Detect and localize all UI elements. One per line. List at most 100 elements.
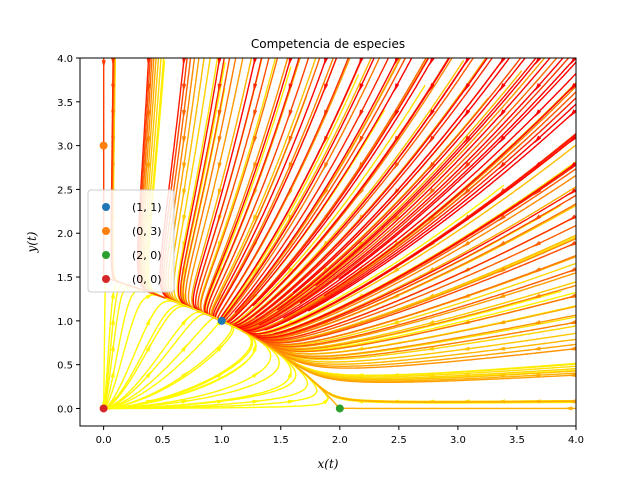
stream-arrow-2: [110, 342, 115, 352]
stream-arrow-155: [496, 372, 506, 378]
stream-arrow-39: [182, 109, 187, 119]
streamline-174: [221, 224, 576, 342]
stream-arrow-51: [217, 162, 222, 171]
stream-arrow-157: [497, 320, 506, 325]
stream-arrow-63: [252, 214, 258, 224]
stream-arrow-166: [499, 83, 506, 92]
stream-arrow-125: [394, 58, 400, 66]
streamline-163: [220, 96, 576, 333]
stream-arrow-53: [217, 109, 222, 119]
stream-arrow-146: [462, 240, 471, 248]
stream-arrow-115: [390, 319, 400, 325]
stream-arrow-178: [534, 135, 542, 144]
legend-label-0: (1, 1): [132, 201, 162, 214]
stream-arrow-156: [496, 346, 506, 351]
stream-arrow-169: [532, 373, 541, 378]
stream-arrow-107: [358, 162, 364, 171]
stream-arrow-187: [568, 267, 576, 273]
stream-arrow-171: [532, 320, 541, 325]
y-tick-label-8: 4.0: [57, 54, 73, 65]
x-tick-label-4: 2.0: [332, 435, 348, 446]
streamline-178: [264, 103, 576, 331]
stream-arrow-165: [499, 109, 506, 118]
stream-arrow-137: [429, 109, 435, 118]
streamline-195: [338, 58, 576, 280]
streamline-148: [221, 90, 576, 333]
stream-arrow-119: [392, 214, 400, 223]
legend-label-3: (0, 0): [132, 273, 162, 286]
stream-arrow-24: [146, 136, 151, 145]
streamline-165: [258, 58, 551, 326]
stream-arrow-181: [535, 58, 542, 65]
stream-arrow-69: [253, 58, 258, 66]
stream-arrow-194: [570, 83, 576, 91]
legend-marker-0: [102, 203, 110, 211]
streamline-135: [220, 58, 522, 329]
streamline-97: [212, 58, 327, 324]
stream-arrow-158: [497, 293, 506, 299]
streamline-38: [165, 58, 222, 322]
stream-arrow-1: [110, 369, 115, 378]
stream-arrow-77: [287, 214, 293, 223]
stream-arrow-197: [564, 406, 573, 411]
stream-arrow-139: [429, 58, 435, 66]
y-tick-label-4: 2.0: [57, 229, 73, 240]
streamline-83: [203, 58, 292, 323]
stream-arrow-161: [498, 214, 506, 222]
stream-arrow-129: [426, 319, 435, 325]
point-3: [99, 404, 108, 413]
streamline-136: [221, 58, 494, 328]
stream-arrow-29: [180, 371, 189, 379]
stream-arrow-40: [182, 83, 187, 93]
x-tick-label-5: 2.5: [391, 435, 407, 446]
plot-area: [99, 58, 576, 413]
chart-title: Competencia de especies: [251, 37, 405, 51]
stream-arrow-110: [359, 83, 364, 92]
stream-arrow-56: [252, 399, 261, 404]
stream-arrow-121: [393, 161, 400, 171]
stream-arrow-52: [217, 136, 222, 145]
stream-arrow-127: [425, 373, 435, 378]
stream-arrow-54: [217, 83, 222, 92]
stream-arrow-117: [391, 267, 400, 274]
streamline-138: [234, 58, 451, 325]
point-0: [217, 316, 226, 325]
stream-arrow-173: [532, 267, 542, 273]
stream-arrow-188: [568, 240, 576, 247]
stream-arrow-185: [567, 320, 576, 325]
stream-arrow-97: [324, 58, 329, 66]
streamline-110: [220, 58, 375, 322]
stream-arrow-104: [357, 240, 365, 249]
stream-arrow-191: [569, 161, 576, 170]
streamline-167: [292, 58, 505, 293]
stream-arrow-3: [110, 316, 115, 325]
x-axis: 0.0 0.5 1.0 1.5 2.0 2.5 3.0 3.5 4.0: [96, 426, 584, 446]
stream-arrow-167: [499, 58, 506, 66]
x-tick-label-6: 3.0: [450, 435, 466, 446]
x-tick-label-0: 0.0: [96, 435, 112, 446]
stream-arrow-44: [216, 344, 223, 352]
stream-arrow-131: [427, 267, 435, 274]
point-2: [335, 404, 344, 413]
stream-arrow-16: [145, 343, 151, 352]
stream-arrow-41: [182, 58, 187, 66]
stream-arrow-186: [567, 293, 576, 299]
streamline-123: [219, 58, 430, 325]
stream-arrow-199: [101, 60, 106, 69]
stream-arrow-189: [568, 214, 576, 221]
stream-arrow-38: [182, 136, 187, 145]
y-tick-label-1: 0.5: [57, 361, 73, 372]
legend-label-1: (0, 3): [132, 225, 162, 238]
y-axis: 0.0 0.5 1.0 1.5 2.0 2.5 3.0 3.5 4.0: [57, 54, 80, 415]
stream-arrow-152: [464, 83, 471, 92]
stream-arrow-108: [358, 135, 364, 145]
streamline-109: [219, 58, 390, 324]
stream-arrow-18: [145, 293, 154, 300]
stream-arrow-160: [497, 240, 506, 248]
y-axis-label: y(t): [25, 231, 39, 253]
stream-arrow-15: [145, 370, 152, 379]
stream-arrow-66: [253, 136, 258, 145]
streamline-175: [218, 194, 576, 339]
stream-arrow-79: [288, 162, 293, 171]
streamline-34: [176, 58, 222, 322]
